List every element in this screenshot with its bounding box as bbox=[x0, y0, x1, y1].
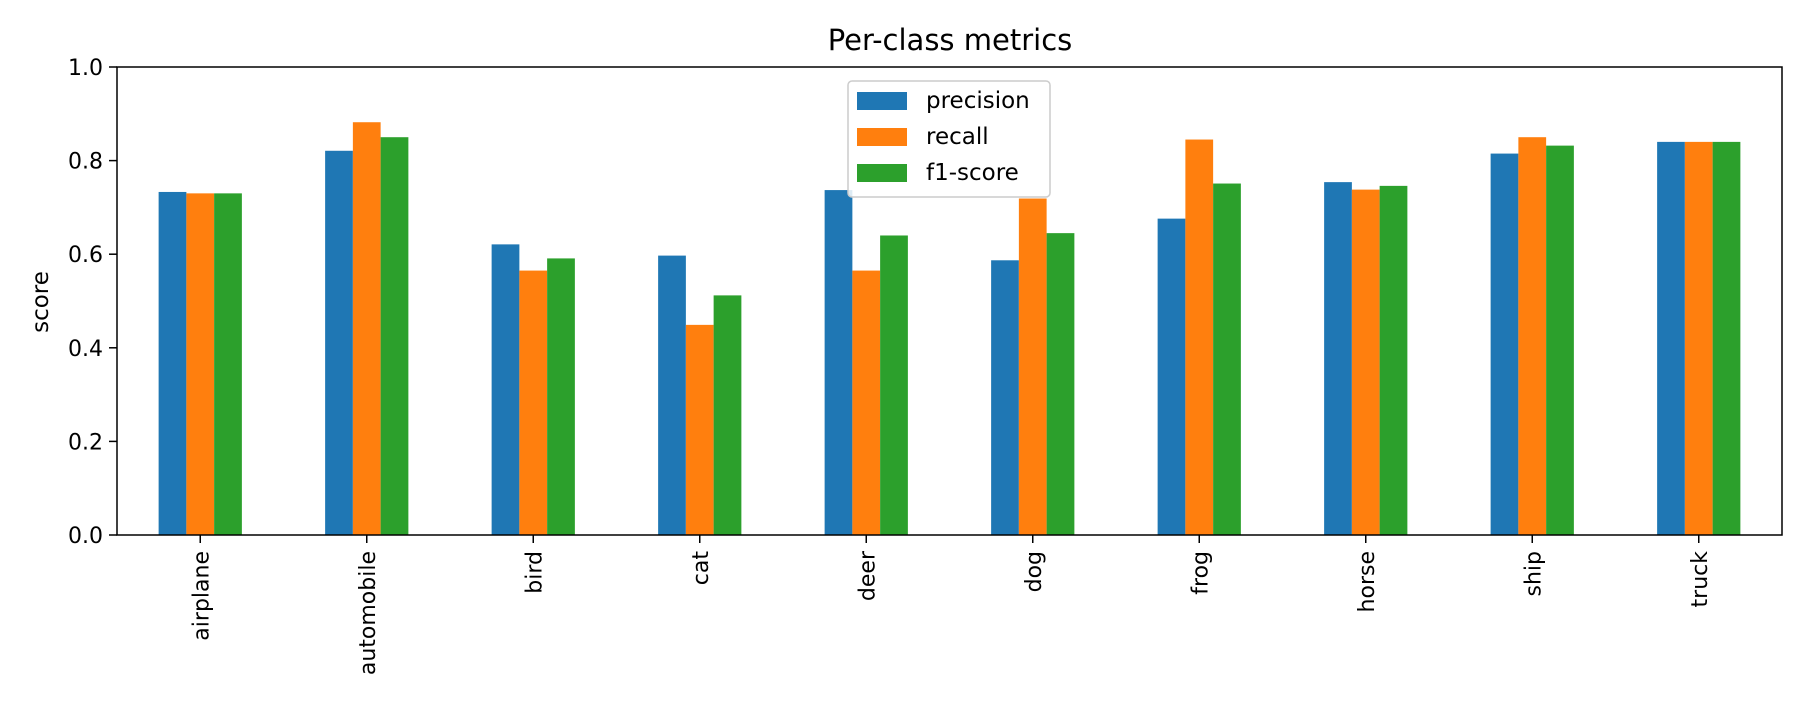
x-tick-label-automobile: automobile bbox=[356, 551, 381, 675]
legend-label-precision: precision bbox=[926, 88, 1030, 114]
legend: precision recall f1-score bbox=[847, 80, 1051, 198]
bar-f1-score-frog bbox=[1213, 183, 1241, 536]
x-tick-label-truck: truck bbox=[1688, 551, 1713, 608]
bar-precision-deer bbox=[824, 190, 853, 536]
bar-recall-automobile bbox=[352, 122, 381, 535]
bar-precision-automobile bbox=[325, 150, 353, 535]
bar-recall-truck bbox=[1684, 141, 1713, 535]
y-tick-label: 0.8 bbox=[68, 150, 103, 175]
axes: 0.0 0.2 0.4 0.6 0.8 1.0 airplane automobile bird… bbox=[68, 56, 1783, 675]
chart-title: Per-class metrics bbox=[828, 23, 1073, 57]
bar-recall-dog bbox=[1018, 198, 1047, 535]
bar-recall-horse bbox=[1351, 189, 1380, 535]
y-tick-label: 1.0 bbox=[68, 56, 103, 81]
legend-label-recall: recall bbox=[926, 124, 989, 150]
bar-f1-score-dog bbox=[1046, 233, 1075, 535]
x-tick-label-ship: ship bbox=[1521, 551, 1546, 596]
y-tick-label: 0.6 bbox=[68, 243, 103, 268]
bar-precision-horse bbox=[1324, 182, 1352, 536]
bar-recall-deer bbox=[852, 270, 881, 535]
y-axis-label: score bbox=[28, 271, 54, 333]
bar-recall-airplane bbox=[186, 193, 215, 536]
bar-f1-score-airplane bbox=[214, 193, 242, 536]
bar-recall-ship bbox=[1518, 137, 1547, 535]
x-tick-label-frog: frog bbox=[1188, 551, 1213, 595]
bar-precision-frog bbox=[1157, 218, 1186, 535]
bar-precision-airplane bbox=[158, 191, 187, 535]
bar-precision-ship bbox=[1490, 153, 1519, 535]
bar-f1-score-ship bbox=[1546, 145, 1574, 535]
x-tick-label-cat: cat bbox=[689, 551, 714, 586]
bar-precision-truck bbox=[1657, 141, 1685, 535]
bar-f1-score-bird bbox=[547, 258, 575, 535]
bar-f1-score-deer bbox=[880, 235, 908, 536]
bar-f1-score-truck bbox=[1712, 141, 1741, 535]
bar-f1-score-automobile bbox=[380, 137, 409, 535]
bar-precision-dog bbox=[991, 260, 1019, 535]
bar-precision-cat bbox=[658, 255, 686, 535]
bar-f1-score-cat bbox=[713, 295, 742, 535]
plot-frame bbox=[116, 66, 1783, 536]
legend-swatch-recall bbox=[857, 128, 907, 146]
bar-recall-cat bbox=[685, 324, 714, 535]
legend-label-f1-score: f1-score bbox=[926, 160, 1019, 186]
bar-precision-bird bbox=[491, 244, 520, 535]
legend-swatch-precision bbox=[857, 92, 907, 110]
y-tick-label: 0.0 bbox=[68, 524, 103, 549]
bar-group bbox=[158, 122, 1741, 536]
bar-recall-frog bbox=[1185, 139, 1214, 536]
bar-f1-score-horse bbox=[1379, 185, 1408, 535]
y-tick-label: 0.2 bbox=[68, 430, 103, 455]
x-tick-label-bird: bird bbox=[522, 551, 547, 594]
x-tick-label-dog: dog bbox=[1022, 551, 1047, 592]
x-tick-label-deer: deer bbox=[855, 550, 880, 601]
x-tick-label-horse: horse bbox=[1355, 551, 1380, 612]
y-tick-label: 0.4 bbox=[68, 337, 103, 362]
x-tick-label-airplane: airplane bbox=[189, 551, 214, 641]
legend-swatch-f1-score bbox=[857, 164, 907, 182]
bar-recall-bird bbox=[519, 270, 548, 535]
